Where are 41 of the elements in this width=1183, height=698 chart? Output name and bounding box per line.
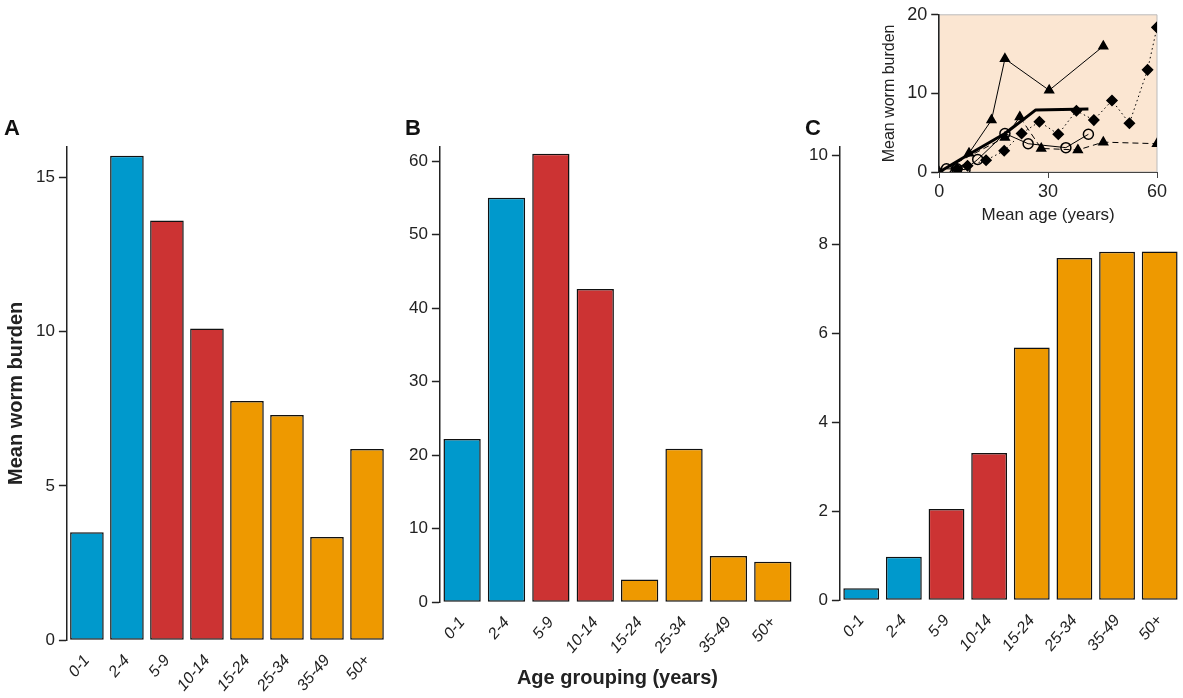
- y-tick-label: 40: [408, 297, 428, 317]
- y-axis-title: Mean worm burden: [880, 24, 898, 163]
- y-tick-label: 30: [408, 371, 428, 391]
- y-tick-label: 5: [45, 475, 55, 495]
- y-tick-label: 0: [818, 590, 828, 609]
- x-tick-label: 5-9: [924, 611, 953, 640]
- y-tick-label: 10: [907, 82, 928, 103]
- y-axis-title: Mean worm burden: [3, 301, 26, 486]
- y-tick-label: 8: [818, 233, 828, 253]
- y-tick-label: 6: [818, 322, 828, 342]
- chart-title: C: [805, 115, 821, 141]
- y-tick-label: 10: [35, 321, 55, 341]
- x-tick-label: 50+: [748, 613, 779, 646]
- x-tick-label: 2-4: [104, 651, 133, 681]
- y-tick-label: 60: [408, 150, 428, 170]
- y-tick-label: 0: [418, 592, 428, 611]
- x-tick-label: 0-1: [439, 613, 468, 642]
- x-tick-label: 30: [1038, 180, 1059, 201]
- y-tick-label: 10: [808, 144, 828, 164]
- y-tick-label: 2: [818, 501, 828, 520]
- y-tick-label: 4: [818, 411, 828, 431]
- y-tick-label: 10: [408, 518, 428, 538]
- x-tick-label: 60: [1146, 180, 1168, 201]
- x-tick-label: 50+: [342, 651, 373, 684]
- y-tick-label: 20: [907, 3, 928, 24]
- y-tick-label: 0: [917, 160, 928, 181]
- x-tick-label: 5-9: [144, 651, 173, 680]
- y-tick-label: 50: [408, 224, 428, 244]
- x-tick-label: 2-4: [483, 613, 513, 643]
- x-tick-label: 0-1: [839, 611, 867, 640]
- y-tick-label: 15: [35, 166, 55, 186]
- x-tick-label: 2-4: [881, 611, 910, 641]
- y-tick-label: 20: [408, 444, 428, 464]
- chart-title: A: [4, 115, 20, 141]
- x-axis-title: Age grouping (years): [516, 665, 719, 688]
- x-tick-label: 0-1: [64, 651, 93, 680]
- x-tick-label: 50+: [1134, 611, 1166, 644]
- x-tick-label: 0: [934, 180, 945, 201]
- x-axis-title: Mean age (years): [981, 205, 1115, 225]
- chart-title: B: [405, 115, 421, 141]
- x-tick-label: 5-9: [528, 613, 557, 642]
